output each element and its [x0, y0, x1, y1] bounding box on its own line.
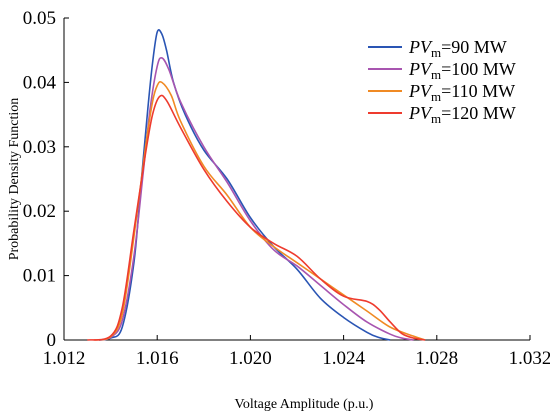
x-tick-label: 1.032 [509, 348, 550, 369]
legend-item: PVm=100 MW [368, 59, 516, 82]
legend-label-sub: m [431, 111, 441, 126]
legend-label-prefix: PV [408, 59, 433, 79]
legend-item: PVm=120 MW [368, 103, 516, 126]
x-tick-label: 1.024 [322, 348, 365, 369]
y-tick-label: 0.03 [23, 137, 56, 158]
y-axis-title: Probability Density Function [7, 98, 22, 261]
x-tick-label: 1.016 [136, 348, 179, 369]
y-tick-label: 0.05 [23, 8, 56, 29]
legend-item: PVm=110 MW [368, 81, 515, 104]
y-tick-label: 0.02 [23, 201, 56, 222]
series-line-3 [87, 94, 426, 341]
legend-label: PVm=100 MW [408, 59, 516, 82]
legend-label-suffix: =100 MW [441, 59, 516, 79]
series-lines [87, 29, 426, 341]
legend-label-sub: m [431, 45, 441, 60]
legend-label: PVm=120 MW [408, 103, 516, 126]
series-line-1 [98, 56, 414, 341]
legend-label-prefix: PV [408, 37, 433, 57]
legend-label-sub: m [431, 89, 441, 104]
legend-label: PVm=90 MW [408, 37, 507, 60]
legend-label-suffix: =110 MW [441, 81, 515, 101]
legend-label-prefix: PV [408, 103, 433, 123]
x-tick-label: 1.028 [415, 348, 458, 369]
legend-label: PVm=110 MW [408, 81, 515, 104]
legend-label-sub: m [431, 67, 441, 82]
y-tick-label: 0.04 [23, 72, 57, 93]
legend-label-prefix: PV [408, 81, 433, 101]
y-tick-label: 0.01 [23, 266, 56, 287]
y-tick-label: 0 [47, 330, 57, 351]
x-axis-title: Voltage Amplitude (p.u.) [235, 397, 374, 412]
series-line-2 [94, 80, 426, 341]
legend-label-suffix: =120 MW [441, 103, 516, 123]
x-tick-label: 1.020 [229, 348, 272, 369]
legend-label-suffix: =90 MW [441, 37, 507, 57]
plot-axes: 1.012 1.016 1.020 1.024 1.028 1.032 0 0.01 0.02 0… [23, 8, 550, 369]
x-tick-label: 1.012 [43, 348, 86, 369]
legend-item: PVm=90 MW [368, 37, 507, 60]
